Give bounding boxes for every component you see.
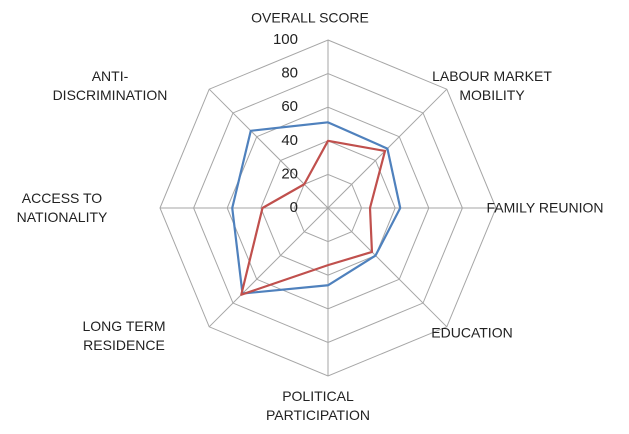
axis-label: POLITICAL PARTICIPATION — [266, 388, 370, 423]
axis-label: OVERALL SCORE — [251, 9, 369, 26]
axis-label: ANTI-DISCRIMINATION — [52, 68, 168, 103]
series-line — [231, 121, 402, 295]
axis-label: LONG TERM RESIDENCE — [82, 318, 166, 353]
axis-spoke — [208, 88, 329, 209]
axis-spoke — [327, 207, 448, 328]
axis-label: LABOUR MARKET MOBILITY — [432, 68, 552, 103]
axis-label: ACCESS TO NATIONALITY — [16, 190, 108, 225]
axis-label: EDUCATION — [431, 324, 513, 341]
tick-label: 0 — [290, 199, 298, 216]
axis-label: FAMILY REUNION — [486, 199, 604, 216]
tick-label: 100 — [273, 31, 298, 48]
tick-label: 40 — [281, 132, 298, 149]
series-line — [240, 139, 387, 296]
axis-spoke — [208, 207, 329, 328]
tick-label: 80 — [281, 65, 298, 82]
tick-label: 20 — [281, 165, 298, 182]
tick-label: 60 — [281, 98, 298, 115]
